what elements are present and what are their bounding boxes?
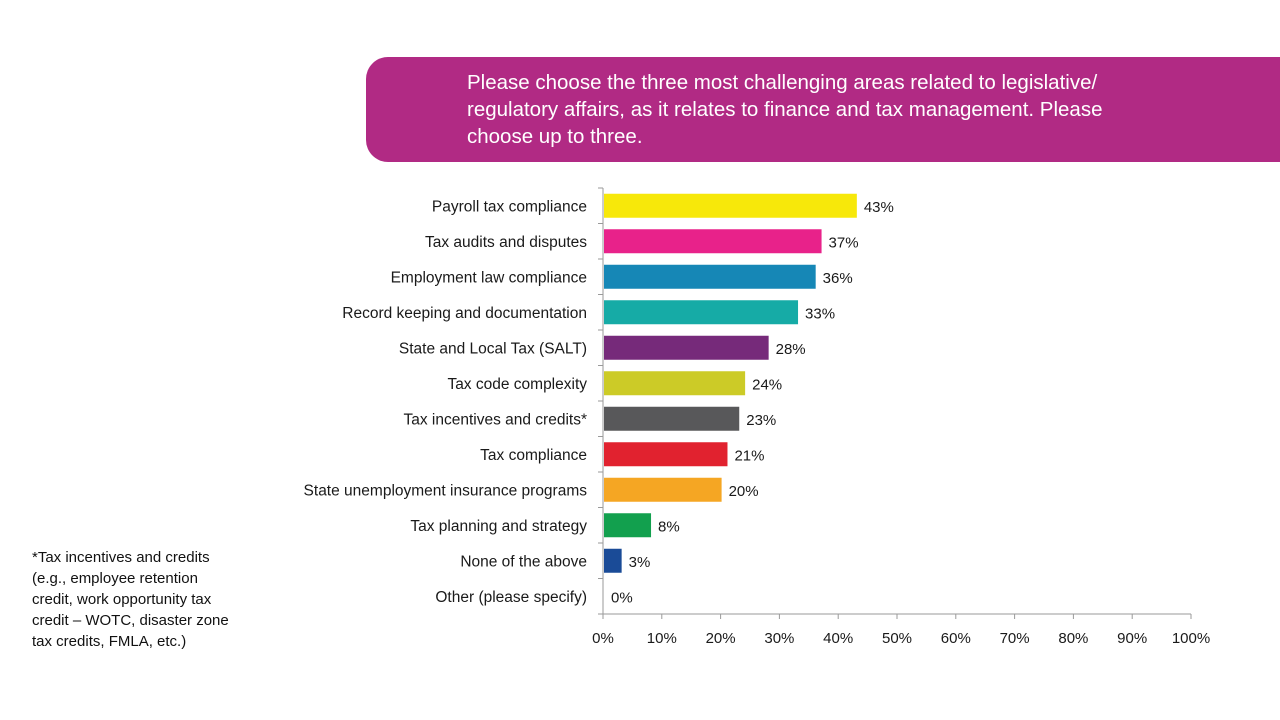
question-text: Please choose the three most challenging… (467, 69, 1187, 150)
bar (604, 335, 769, 360)
category-label: Tax incentives and credits* (403, 411, 587, 428)
category-label: None of the above (460, 553, 587, 570)
question-line: Please choose the three most challenging… (467, 71, 1098, 94)
data-label: 23% (746, 412, 776, 429)
bar (604, 406, 740, 431)
data-label: 0% (611, 589, 633, 606)
category-label: Record keeping and documentation (342, 305, 587, 322)
x-tick-label: 10% (647, 630, 677, 647)
bar (604, 371, 746, 396)
x-tick-label: 70% (1000, 630, 1030, 647)
data-label: 21% (734, 447, 764, 464)
category-label: Tax audits and disputes (425, 234, 587, 251)
bar (604, 264, 816, 289)
bar (604, 513, 652, 538)
x-tick-label: 20% (706, 630, 736, 647)
data-label: 8% (658, 518, 680, 535)
data-label: 28% (776, 341, 806, 358)
x-tick-label: 40% (823, 630, 853, 647)
bar (604, 442, 728, 467)
x-tick-label: 0% (592, 630, 614, 647)
category-label: Tax planning and strategy (410, 518, 587, 535)
x-tick-label: 90% (1117, 630, 1147, 647)
x-tick-label: 80% (1058, 630, 1088, 647)
bar (604, 477, 722, 502)
footnote-line: tax credits, FMLA, etc.) (32, 633, 187, 650)
x-tick-label: 30% (764, 630, 794, 647)
bar (604, 193, 857, 218)
x-tick-label: 100% (1172, 630, 1210, 647)
question-banner: Please choose the three most challenging… (366, 57, 1280, 162)
data-label: 33% (805, 305, 835, 322)
category-label: Employment law compliance (391, 269, 587, 286)
data-label: 24% (752, 376, 782, 393)
bar (604, 548, 622, 573)
footnote-line: *Tax incentives and credits (32, 549, 210, 566)
question-line: choose up to three. (467, 125, 643, 148)
data-label: 43% (864, 199, 894, 216)
footnote-line: (e.g., employee retention (32, 570, 198, 587)
category-label: State unemployment insurance programs (304, 482, 588, 499)
x-tick-label: 60% (941, 630, 971, 647)
x-tick-label: 50% (882, 630, 912, 647)
category-label: Tax compliance (480, 447, 587, 464)
category-label: State and Local Tax (SALT) (399, 340, 587, 357)
category-label: Other (please specify) (435, 589, 587, 606)
data-label: 3% (629, 554, 651, 571)
data-label: 20% (729, 483, 759, 500)
bar (604, 229, 822, 254)
footnote-line: credit, work opportunity tax (32, 591, 212, 608)
category-label: Payroll tax compliance (432, 198, 587, 215)
data-label: 36% (823, 270, 853, 287)
bar (604, 300, 799, 325)
footnote-line: credit – WOTC, disaster zone (32, 612, 229, 629)
data-label: 37% (829, 234, 859, 251)
footnote: *Tax incentives and credits (e.g., emplo… (32, 547, 272, 652)
question-line: regulatory affairs, as it relates to fin… (467, 98, 1103, 121)
category-label: Tax code complexity (447, 376, 587, 393)
